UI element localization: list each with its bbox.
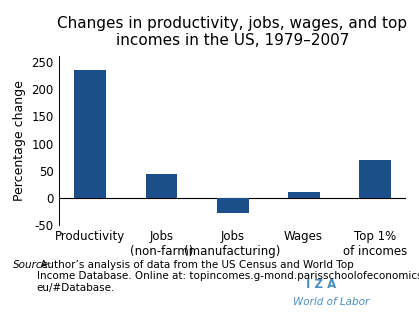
Bar [145, 174, 178, 198]
Bar [217, 198, 248, 213]
Bar [287, 192, 320, 198]
Y-axis label: Percentage change: Percentage change [13, 80, 26, 201]
Text: World of Labor: World of Labor [293, 297, 370, 307]
Text: Source:: Source: [13, 260, 52, 270]
Bar [75, 70, 106, 198]
Title: Changes in productivity, jobs, wages, and top
incomes in the US, 1979–2007: Changes in productivity, jobs, wages, an… [57, 16, 408, 48]
Bar [359, 160, 391, 198]
Text: Author’s analysis of data from the US Census and World Top
Income Database. Onli: Author’s analysis of data from the US Ce… [37, 260, 419, 293]
Text: I Z A: I Z A [306, 278, 336, 291]
